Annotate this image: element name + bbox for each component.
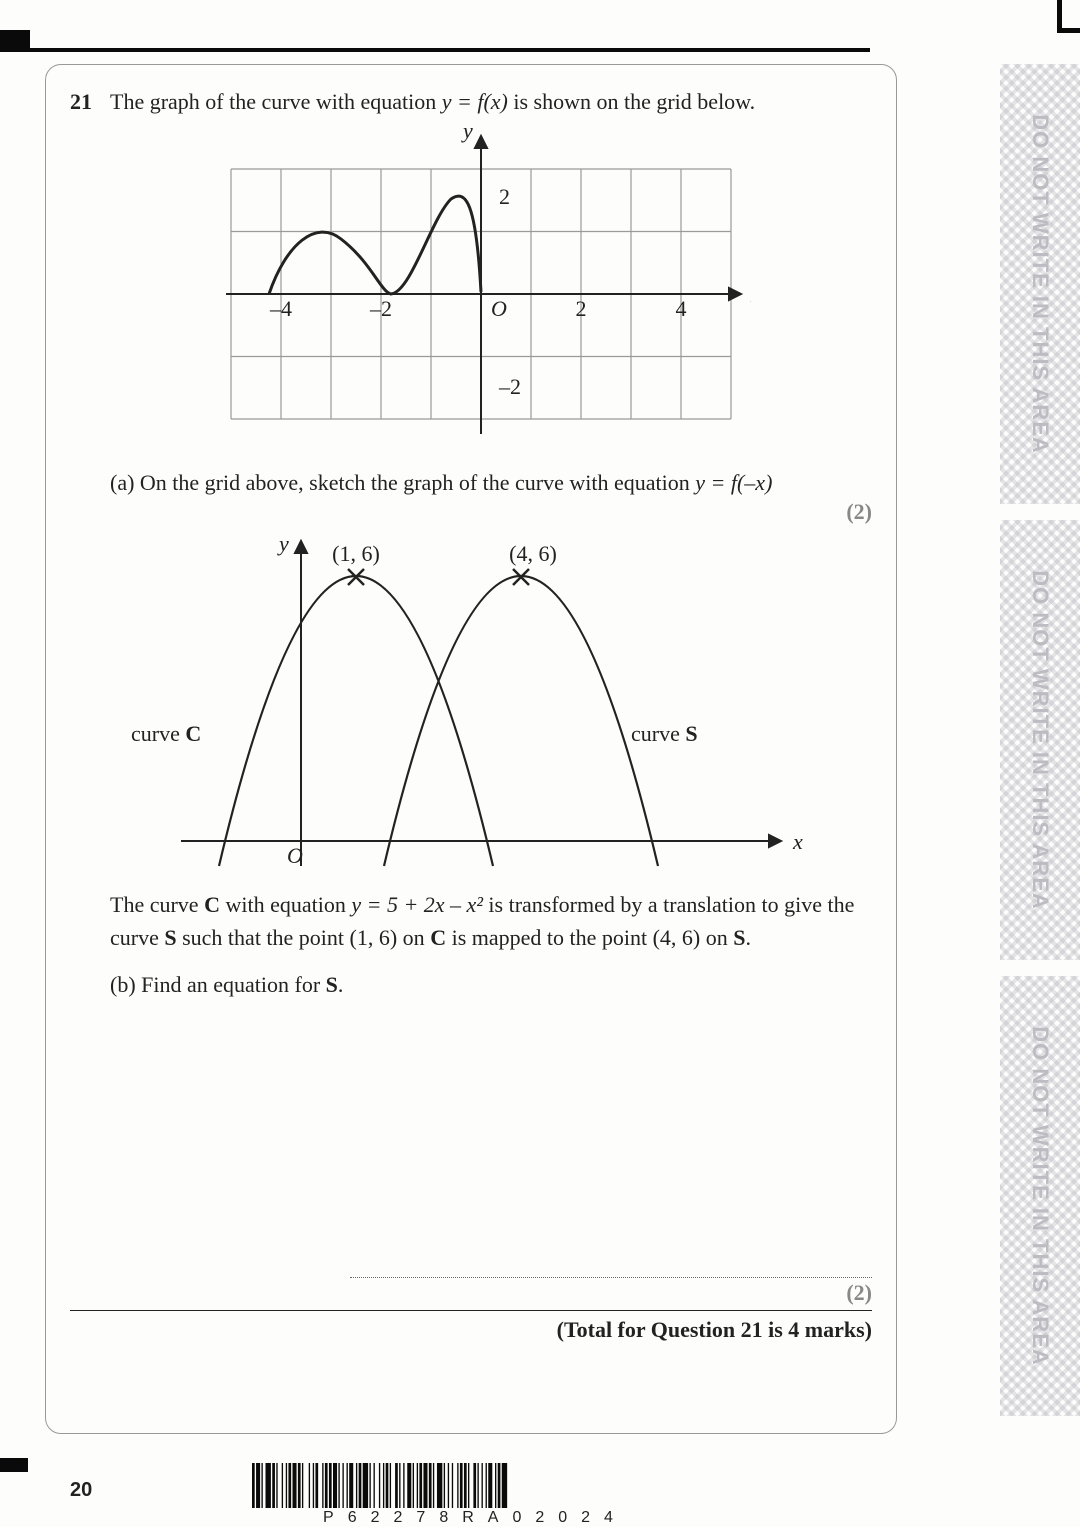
do-not-write-stripe-3: DO NOT WRITE IN THIS AREA: [1000, 976, 1080, 1416]
x-axis-label-2: x: [792, 829, 803, 854]
xtick-4: 4: [676, 296, 687, 321]
stripe-text-1: DO NOT WRITE IN THIS AREA: [1027, 114, 1053, 454]
intro-post: is shown on the grid below.: [508, 89, 755, 114]
curve-c-description: The curve C with equation y = 5 + 2x – x…: [110, 888, 872, 954]
question-number: 21: [70, 85, 110, 118]
curve-fx: [269, 196, 481, 294]
xtick-2: 2: [576, 296, 587, 321]
stripe-text-3: DO NOT WRITE IN THIS AREA: [1027, 1026, 1053, 1366]
question-frame: 21 The graph of the curve with equation …: [45, 64, 897, 1434]
y-axis-label: y: [461, 124, 473, 143]
do-not-write-stripe-1: DO NOT WRITE IN THIS AREA: [1000, 64, 1080, 504]
part-a-text: (a) On the grid above, sketch the graph …: [110, 470, 772, 495]
curve-s: [384, 576, 658, 866]
scan-marker-bottom: [0, 1458, 28, 1472]
barcode-text: P62278RA02024: [250, 1509, 700, 1527]
part-b-text: (b) Find an equation for S.: [110, 968, 872, 1001]
origin-label: O: [491, 296, 507, 321]
part-a-marks: (2): [70, 499, 872, 525]
ytick-neg2: –2: [498, 374, 521, 399]
chart-cs: O x y (1, 6): [121, 531, 821, 876]
curve-s-label: curve S: [631, 721, 698, 746]
ytick-2: 2: [499, 184, 510, 209]
stripe-text-2: DO NOT WRITE IN THIS AREA: [1027, 570, 1053, 910]
answer-line: [350, 1251, 872, 1278]
scan-marker-left: [0, 30, 30, 48]
barcode: P62278RA02024: [250, 1463, 700, 1527]
pt1-label: (1, 6): [332, 541, 380, 566]
y-axis-label-2: y: [277, 531, 289, 556]
intro-eq: y = f(x): [442, 89, 508, 114]
xtick-neg4: –4: [269, 296, 292, 321]
pt2-label: (4, 6): [509, 541, 557, 566]
curve-c-label: curve C: [131, 721, 201, 746]
origin-label-2: O: [287, 843, 303, 868]
page-number: 20: [70, 1479, 92, 1502]
curve-c: [219, 576, 493, 866]
do-not-write-stripe-2: DO NOT WRITE IN THIS AREA: [1000, 520, 1080, 960]
total-marks: (Total for Question 21 is 4 marks): [70, 1310, 872, 1343]
x-axis-label: x: [750, 282, 751, 307]
question-intro: The graph of the curve with equation y =…: [110, 85, 755, 118]
crop-mark-tr: [1057, 0, 1080, 33]
intro-pre: The graph of the curve with equation: [110, 89, 442, 114]
chart-fx: –4 –2 2 4 2 –2 O x y: [191, 124, 751, 454]
xtick-neg2: –2: [369, 296, 392, 321]
top-rule: [0, 48, 870, 52]
part-b-marks: (2): [70, 1280, 872, 1306]
